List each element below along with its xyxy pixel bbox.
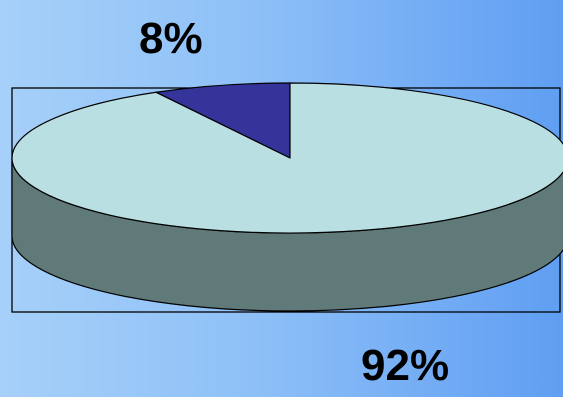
- slice-label-large: 92%: [361, 341, 450, 390]
- pie-slice-2: [11, 82, 563, 234]
- slice-label-small: 8%: [139, 14, 203, 63]
- pie-group: [11, 82, 563, 312]
- pie-slice-1: [155, 82, 291, 159]
